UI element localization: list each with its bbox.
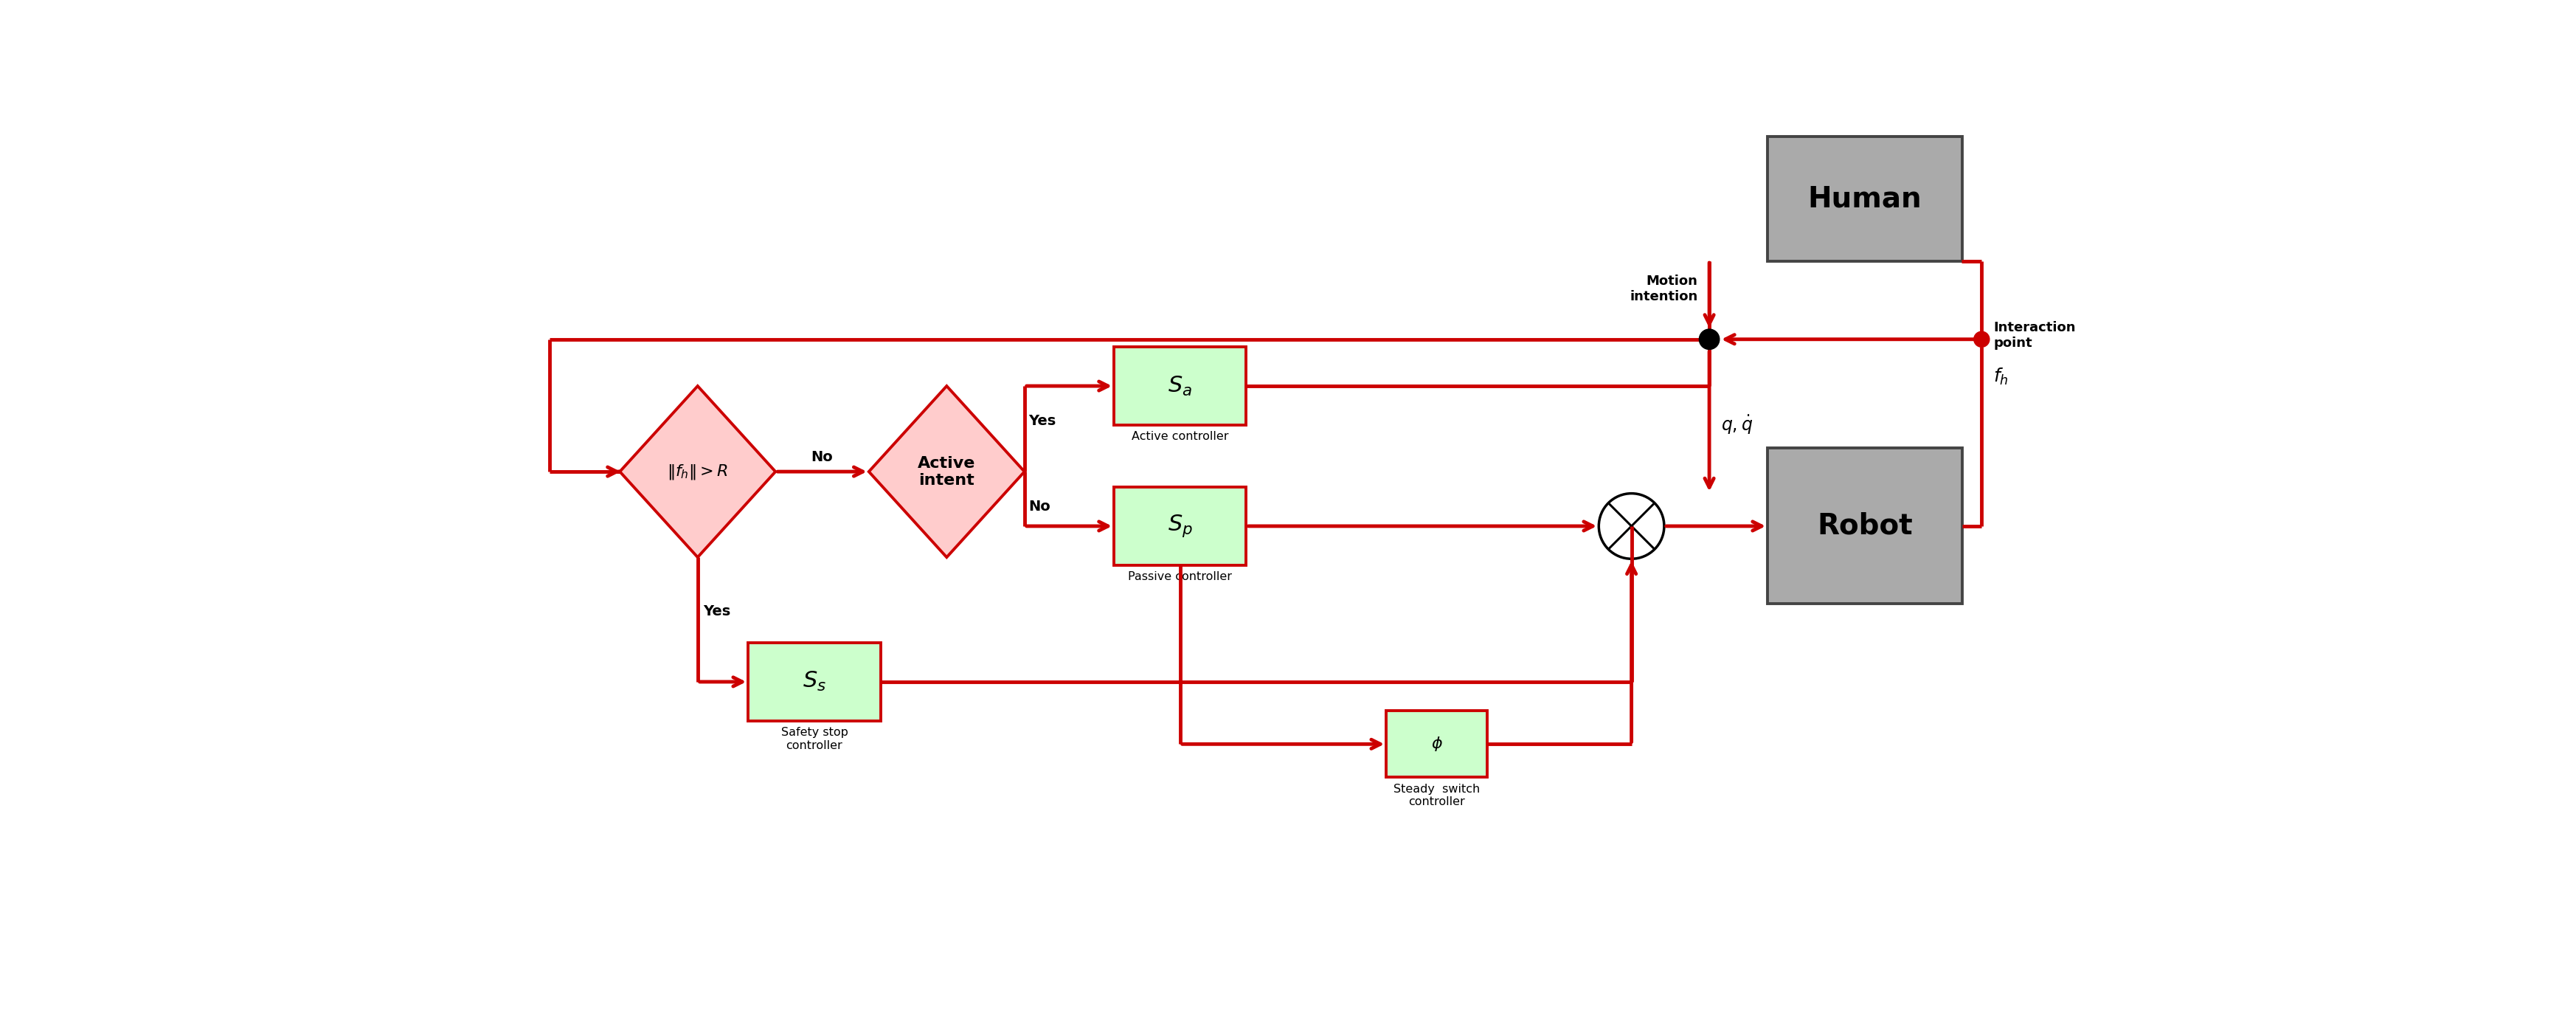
Circle shape [1600,493,1664,559]
Circle shape [1700,330,1718,350]
Text: Interaction
point: Interaction point [1994,321,2076,350]
FancyBboxPatch shape [1767,448,1963,604]
Text: $S_p$: $S_p$ [1167,514,1193,539]
FancyBboxPatch shape [747,643,881,721]
Text: Robot: Robot [1816,513,1914,540]
Text: Active controller: Active controller [1131,431,1229,442]
Text: $S_s$: $S_s$ [804,670,827,694]
FancyBboxPatch shape [1767,136,1963,262]
Text: No: No [811,450,832,464]
Text: Human: Human [1808,185,1922,213]
Text: Passive controller: Passive controller [1128,571,1231,582]
Text: Yes: Yes [703,605,732,619]
FancyBboxPatch shape [1113,347,1247,425]
FancyBboxPatch shape [1386,711,1486,777]
FancyBboxPatch shape [1113,487,1247,565]
Text: $S_a$: $S_a$ [1167,374,1193,397]
Text: Safety stop
controller: Safety stop controller [781,727,848,751]
Polygon shape [868,386,1025,557]
Text: $\|f_h\|>R$: $\|f_h\|>R$ [667,462,729,481]
Text: Motion
intention: Motion intention [1631,274,1698,303]
Text: Active
intent: Active intent [917,456,976,487]
Polygon shape [621,386,775,557]
Text: Yes: Yes [1028,415,1056,428]
Text: Steady  switch
controller: Steady switch controller [1394,784,1481,808]
Text: $f_h$: $f_h$ [1994,367,2009,386]
Circle shape [1973,332,1989,347]
Text: $q, \dot{q}$: $q, \dot{q}$ [1721,413,1752,437]
Text: No: No [1028,499,1051,514]
Text: $\phi$: $\phi$ [1432,735,1443,753]
